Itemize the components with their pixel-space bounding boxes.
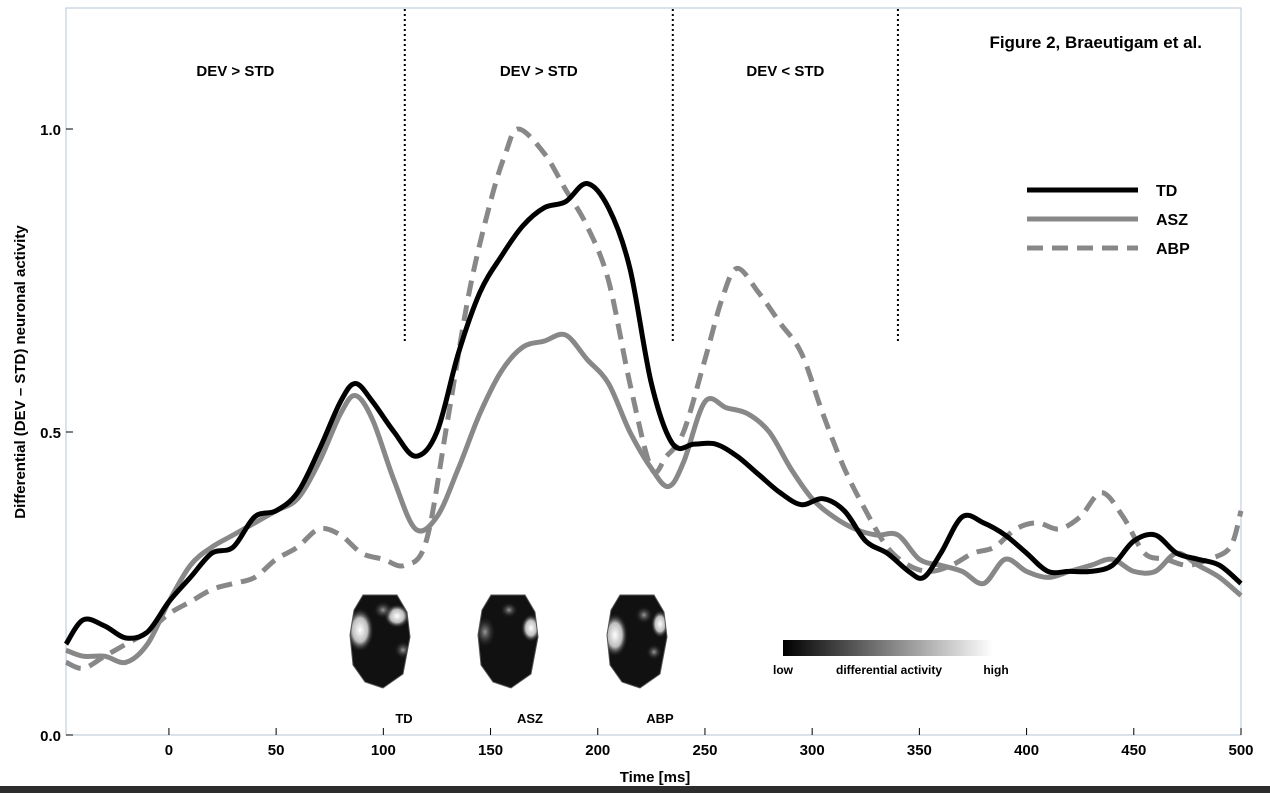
series-line-asz <box>65 331 1243 666</box>
x-tick-label: 500 <box>1228 742 1253 759</box>
x-tick-label: 0 <box>165 742 173 759</box>
x-tick-label: 350 <box>907 742 932 759</box>
legend-label: ASZ <box>1156 212 1188 229</box>
topomap-label-abp: ABP <box>646 711 674 726</box>
x-tick-label: 400 <box>1014 742 1039 759</box>
region-label: DEV < STD <box>746 63 824 80</box>
region-label: DEV > STD <box>196 63 274 80</box>
x-tick-label: 250 <box>692 742 717 759</box>
topomap-td <box>349 594 411 689</box>
x-tick-label: 300 <box>800 742 825 759</box>
y-tick-label: 1.0 <box>40 122 61 139</box>
topomap-label-asz: ASZ <box>517 711 543 726</box>
x-axis-label: Time [ms] <box>620 769 691 786</box>
x-tick-label: 200 <box>585 742 610 759</box>
y-tick-label: 0.5 <box>40 425 61 442</box>
x-axis-ticks: 0 50 100 150 200 250 300 350 400 450 500 <box>165 728 1254 759</box>
x-tick-label: 150 <box>478 742 503 759</box>
plot-frame <box>65 7 1242 736</box>
series-lines <box>63 126 1244 671</box>
x-tick-label: 50 <box>268 742 285 759</box>
region-boundaries <box>403 9 899 342</box>
colorbar <box>783 640 993 656</box>
region-labels: DEV > STD DEV > STD DEV < STD <box>196 63 824 80</box>
legend-label: ABP <box>1156 241 1190 258</box>
y-tick-label: 0.0 <box>40 728 61 745</box>
chart-title: Figure 2, Braeutigam et al. <box>989 33 1202 52</box>
legend: TD ASZ ABP <box>1027 183 1190 258</box>
series-line-td <box>63 181 1243 646</box>
region-label: DEV > STD <box>500 63 578 80</box>
y-axis-label: Differential (DEV – STD) neuronal activi… <box>12 225 29 519</box>
series-line-abp <box>64 126 1244 671</box>
colorbar-high-label: high <box>983 663 1008 677</box>
topomap-label-td: TD <box>395 711 412 726</box>
bottom-bar <box>0 786 1270 793</box>
y-axis-ticks: 0.0 0.5 1.0 <box>40 122 73 745</box>
colorbar-low-label: low <box>773 663 794 677</box>
x-tick-label: 100 <box>371 742 396 759</box>
topomap-abp <box>606 594 668 689</box>
colorbar-mid-label: differential activity <box>836 663 942 677</box>
legend-label: TD <box>1156 183 1177 200</box>
topomap-asz <box>477 594 539 689</box>
x-tick-label: 450 <box>1121 742 1146 759</box>
